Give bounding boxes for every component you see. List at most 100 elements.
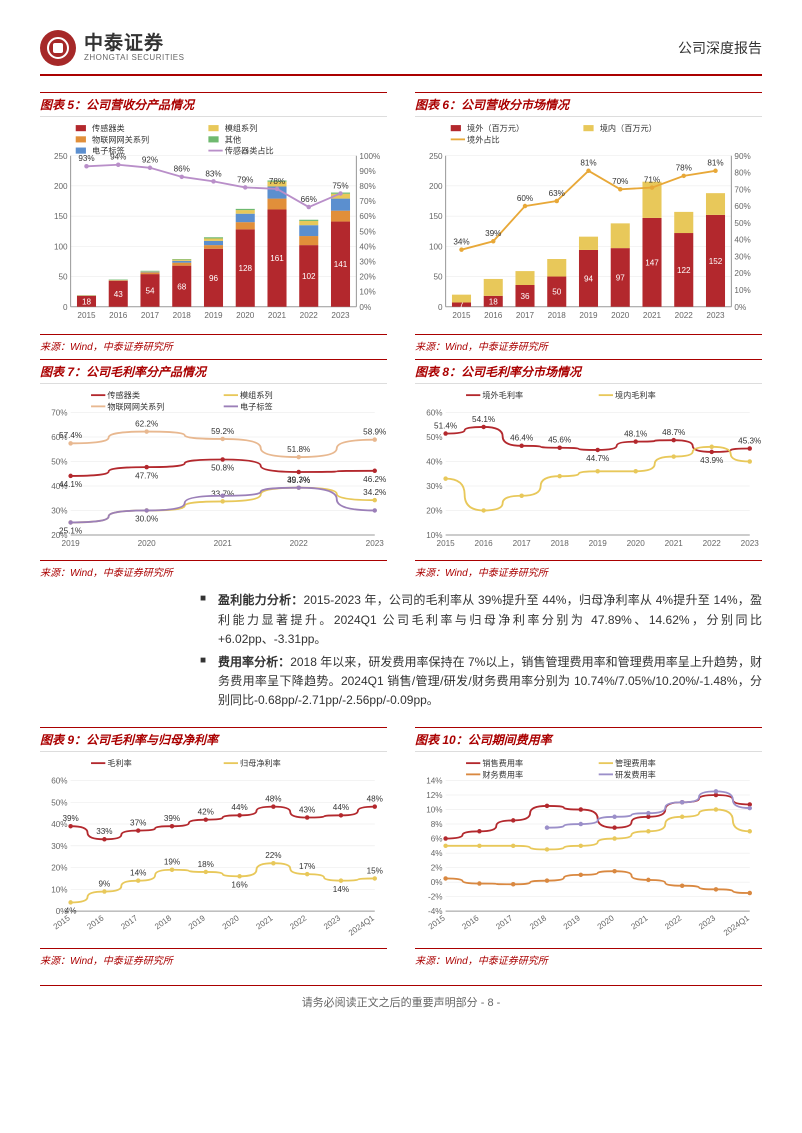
svg-text:10%: 10%	[359, 288, 375, 297]
svg-text:50: 50	[58, 273, 68, 282]
chart8-svg: 境外毛利率境内毛利率10%20%30%40%50%60%201520162017…	[415, 388, 762, 551]
svg-text:2019: 2019	[562, 913, 582, 931]
svg-text:2015: 2015	[77, 311, 96, 320]
doc-title: 公司深度报告	[678, 38, 762, 58]
svg-text:18: 18	[489, 297, 499, 306]
svg-text:14%: 14%	[130, 868, 146, 877]
svg-text:14%: 14%	[426, 776, 442, 785]
svg-text:78%: 78%	[269, 177, 285, 186]
svg-text:30%: 30%	[734, 252, 750, 261]
svg-text:54: 54	[145, 286, 155, 295]
svg-text:管理费用率: 管理费用率	[615, 758, 656, 768]
svg-text:42%: 42%	[198, 807, 214, 816]
svg-text:250: 250	[54, 152, 68, 161]
svg-text:境外（百万元）: 境外（百万元）	[467, 123, 524, 133]
svg-text:36: 36	[520, 292, 530, 301]
svg-text:43.9%: 43.9%	[700, 456, 723, 465]
svg-text:2019: 2019	[589, 539, 608, 548]
svg-text:物联网网关系列: 物联网网关系列	[92, 134, 149, 144]
svg-text:59.2%: 59.2%	[211, 427, 234, 436]
svg-text:250: 250	[429, 152, 443, 161]
svg-text:模组系列: 模组系列	[240, 390, 273, 400]
svg-text:4%: 4%	[65, 906, 77, 915]
svg-text:90%: 90%	[359, 167, 375, 176]
para2-lead: 费用率分析：	[218, 655, 290, 669]
svg-text:2023: 2023	[331, 311, 350, 320]
svg-text:10%: 10%	[734, 286, 750, 295]
svg-text:4%: 4%	[431, 849, 443, 858]
svg-text:2022: 2022	[300, 311, 319, 320]
svg-text:-2%: -2%	[428, 892, 443, 901]
svg-text:0: 0	[438, 303, 443, 312]
svg-text:2021: 2021	[665, 539, 684, 548]
svg-text:45.3%: 45.3%	[738, 437, 761, 446]
svg-text:102: 102	[302, 272, 316, 281]
svg-text:94: 94	[584, 274, 594, 283]
svg-text:161: 161	[270, 254, 284, 263]
chart7-svg: 传感器类模组系列物联网网关系列电子标签20%30%40%50%60%70%201…	[40, 388, 387, 551]
svg-text:0%: 0%	[734, 303, 746, 312]
chart10-source: 来源：Wind，中泰证券研究所	[415, 948, 762, 967]
chart10-title: 图表 10：公司期间费用率	[415, 731, 552, 748]
svg-text:20%: 20%	[359, 273, 375, 282]
svg-text:80%: 80%	[734, 169, 750, 178]
svg-text:2018: 2018	[528, 913, 548, 931]
svg-text:2023: 2023	[741, 539, 760, 548]
svg-text:传感器类占比: 传感器类占比	[225, 146, 274, 156]
svg-text:20%: 20%	[734, 269, 750, 278]
svg-text:50%: 50%	[359, 227, 375, 236]
svg-text:94%: 94%	[110, 153, 126, 162]
svg-text:境外占比: 境外占比	[467, 134, 500, 144]
chart7-title: 图表 7：公司毛利率分产品情况	[40, 363, 206, 380]
svg-text:81%: 81%	[580, 159, 596, 168]
svg-text:100%: 100%	[359, 152, 380, 161]
svg-text:63%: 63%	[549, 189, 565, 198]
svg-text:2015: 2015	[437, 539, 456, 548]
svg-text:50: 50	[433, 273, 443, 282]
svg-text:60%: 60%	[359, 212, 375, 221]
footer-text: 请务必阅读正文之后的重要声明部分	[302, 997, 478, 1009]
svg-text:19%: 19%	[164, 857, 180, 866]
svg-text:2017: 2017	[141, 311, 160, 320]
svg-text:销售费用率: 销售费用率	[482, 758, 523, 768]
footer: 请务必阅读正文之后的重要声明部分 - 8 -	[40, 985, 762, 1010]
svg-text:2022: 2022	[290, 539, 309, 548]
svg-text:44%: 44%	[333, 803, 349, 812]
chart8-title: 图表 8：公司毛利率分市场情况	[415, 363, 581, 380]
svg-text:0%: 0%	[359, 303, 371, 312]
svg-text:2023: 2023	[697, 913, 717, 931]
svg-text:48.1%: 48.1%	[624, 430, 647, 439]
svg-text:2024Q1: 2024Q1	[722, 913, 751, 937]
body-text: 盈利能力分析：2015-2023 年，公司的毛利率从 39%提升至 44%，归母…	[200, 591, 762, 710]
footer-page: - 8 -	[481, 997, 501, 1009]
chart5-block: 图表 5：公司营收分产品情况 传感器类模组系列物联网网关系列其他电子标签传感器类…	[40, 92, 387, 353]
svg-text:20%: 20%	[51, 863, 67, 872]
svg-text:10%: 10%	[51, 885, 67, 894]
svg-text:60%: 60%	[517, 194, 533, 203]
svg-text:2020: 2020	[138, 539, 157, 548]
svg-text:2017: 2017	[516, 311, 535, 320]
svg-text:2017: 2017	[119, 913, 139, 931]
svg-text:2018: 2018	[153, 913, 173, 931]
svg-text:2016: 2016	[109, 311, 128, 320]
svg-text:归母净利率: 归母净利率	[240, 758, 281, 768]
svg-text:境内毛利率: 境内毛利率	[615, 390, 656, 400]
svg-text:70%: 70%	[359, 197, 375, 206]
svg-text:34.2%: 34.2%	[363, 488, 386, 497]
svg-text:电子标签: 电子标签	[240, 402, 273, 412]
svg-text:86%: 86%	[174, 165, 190, 174]
svg-text:2023: 2023	[322, 913, 342, 931]
chart10-block: 图表 10：公司期间费用率 销售费用率管理费用率财务费用率研发费用率-4%-2%…	[415, 727, 762, 968]
chart5-title: 图表 5：公司营收分产品情况	[40, 96, 194, 113]
svg-text:60%: 60%	[734, 202, 750, 211]
svg-text:2018: 2018	[551, 539, 570, 548]
chart6-svg: 境外（百万元）境内（百万元）境外占比0501001502002500%10%20…	[415, 121, 762, 325]
svg-text:51.8%: 51.8%	[287, 445, 310, 454]
svg-text:2020: 2020	[236, 311, 255, 320]
svg-text:83%: 83%	[205, 169, 221, 178]
svg-text:57.4%: 57.4%	[59, 431, 82, 440]
svg-text:80%: 80%	[359, 182, 375, 191]
para2-body: 2018 年以来，研发费用率保持在 7%以上，销售管理费用率和管理费用率呈上升趋…	[218, 655, 762, 707]
chart9-svg: 毛利率归母净利率0%10%20%30%40%50%60%201520162017…	[40, 756, 387, 940]
svg-text:70%: 70%	[612, 177, 628, 186]
